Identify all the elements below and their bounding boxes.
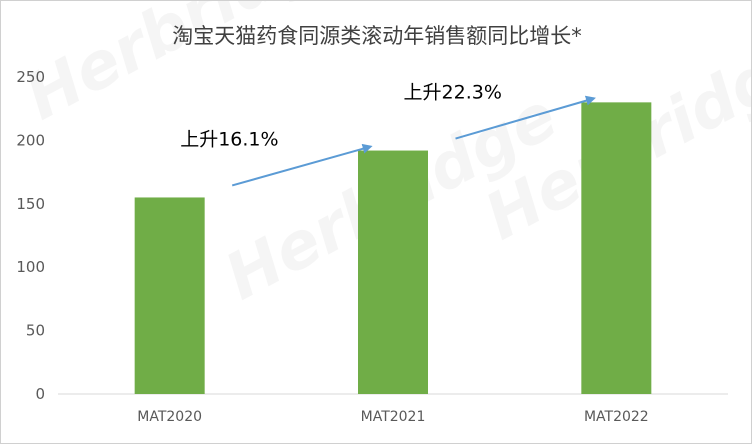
y-tick-label: 0	[35, 385, 45, 403]
x-tick-label: MAT2022	[584, 409, 649, 425]
bar-mat2022	[581, 102, 652, 395]
bar-mat2021	[358, 150, 428, 394]
chart-title: 淘宝天猫药食同源类滚动年销售额同比增长*	[172, 24, 582, 48]
x-tick-label: MAT2021	[361, 409, 426, 425]
y-axis: 0 50 100 150 200 250	[16, 68, 45, 403]
y-tick-label: 50	[26, 322, 45, 340]
y-tick-label: 250	[16, 68, 45, 86]
x-tick-label: MAT2020	[137, 409, 202, 425]
bar-series	[134, 102, 652, 395]
growth-annotations: 上升16.1% 上升22.3%	[180, 82, 596, 187]
growth-label: 上升22.3%	[404, 82, 502, 104]
x-axis-labels: MAT2020 MAT2021 MAT2022	[137, 409, 648, 425]
y-tick-label: 100	[16, 258, 45, 276]
growth-label: 上升16.1%	[180, 128, 278, 150]
watermark-logo: Herbridge	[14, 1, 369, 135]
bar-mat2020	[134, 197, 205, 394]
growth-arrow	[455, 95, 596, 140]
y-tick-label: 200	[16, 131, 45, 149]
y-tick-label: 150	[16, 195, 45, 213]
growth-arrow	[231, 143, 373, 187]
